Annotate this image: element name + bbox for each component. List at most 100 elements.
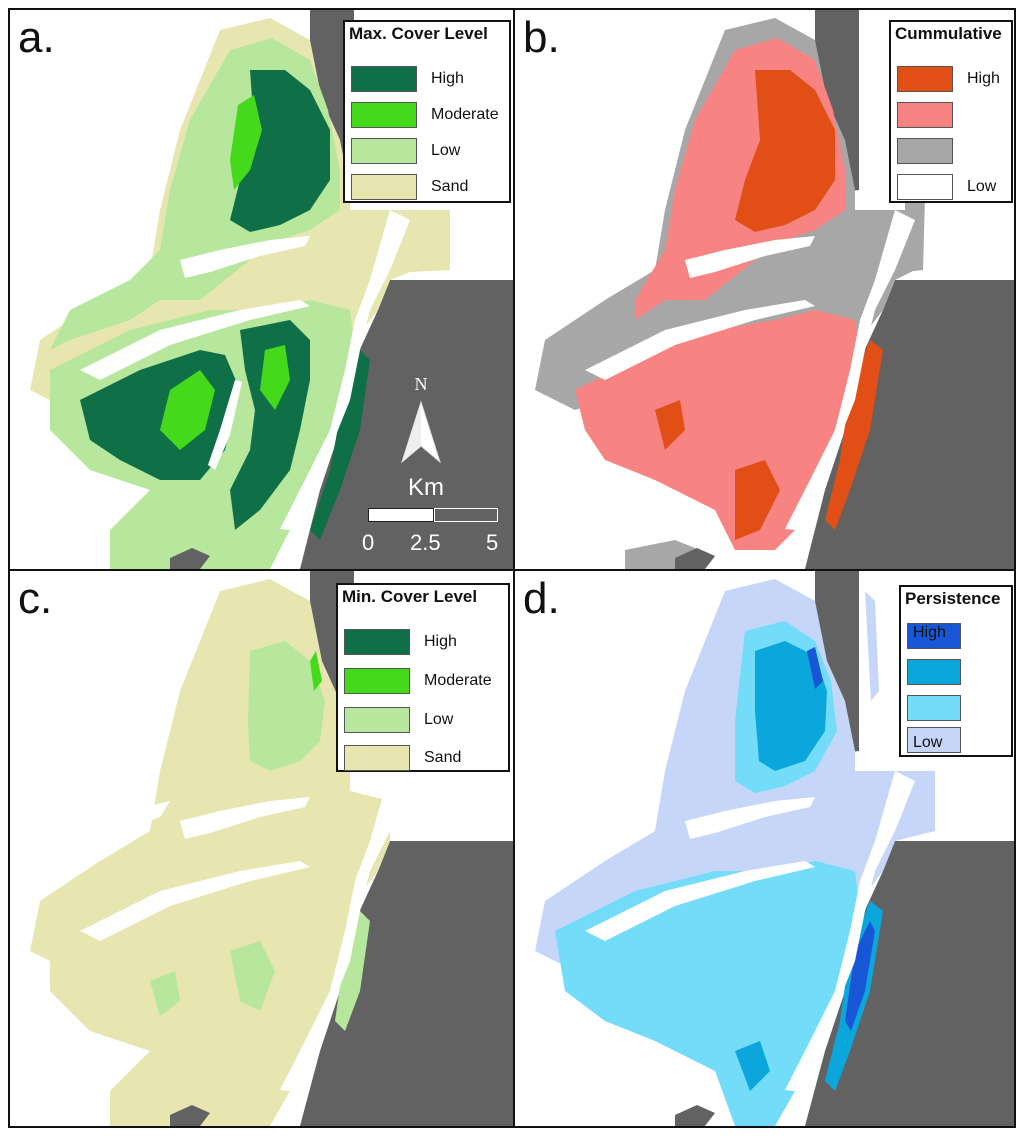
scale-segment-empty [434,508,498,522]
moderate-cover-zone [160,370,215,450]
legend-item: High [345,66,464,92]
legend-item: High [338,629,457,655]
island [675,1105,715,1126]
legend-title: Max. Cover Level [349,24,488,43]
mid-persistence-zone [735,1041,770,1091]
legend-label: Low [424,711,454,728]
channel [685,797,815,839]
island [170,1105,210,1126]
map-d [535,571,1014,1126]
channel [785,771,915,1091]
legend-item [891,138,967,164]
legend: Min. Cover Level High Moderate Low Sand [336,583,510,772]
panel-d-persistence: d. Persistence High Low [515,571,1014,1126]
legend-label: Moderate [431,106,499,123]
legend-label: Sand [431,178,469,195]
scale-bar: Km 0 2.5 5 [360,474,500,555]
channel [785,210,915,530]
high-cover-zone [230,320,310,530]
legend-swatch-low [351,138,417,164]
low-cover-zone [230,941,275,1011]
legend-item: High [901,623,961,649]
legend-item [901,659,975,685]
panel-c-min-cover: c. Min. Cover Level High Moderate Low Sa… [10,571,513,1126]
legend-swatch-mid [907,659,961,685]
legend-item: High [891,66,1000,92]
channel [180,797,310,839]
land-mass [805,841,1014,1126]
legend-item: Low [891,174,996,200]
pink-zone [575,310,860,550]
north-arrow-shade [402,402,421,462]
scale-tick-2-5: 2.5 [410,530,441,555]
channel [80,300,310,380]
moderate-cover-zone [260,345,290,410]
scale-tick-0: 0 [362,530,375,555]
legend: Cummulative High Low [889,20,1013,203]
legend-swatch-moderate [344,668,410,694]
legend-item [891,102,967,128]
channel [208,380,242,470]
legend-item [901,695,975,721]
legend-swatch-moderate [351,102,417,128]
legend-swatch-low [344,707,410,733]
panel-divider-vertical [513,10,515,1126]
high-cover-zone [310,350,370,540]
legend-swatch-high [897,66,953,92]
panel-divider-horizontal [10,569,1014,571]
legend-swatch-low [897,174,953,200]
low-cover-zone [150,971,180,1016]
legend-swatch-high [351,66,417,92]
orange-zone [735,70,835,232]
panel-label: c. [18,574,53,623]
legend-label: Low [431,142,461,159]
legend-item: Low [338,707,453,733]
legend-label: High [431,70,464,87]
legend-label: High [424,633,457,650]
panel-a-max-cover: a. Max. Cover Level High Moderate Low Sa… [10,10,513,569]
legend-item: Sand [345,174,468,200]
figure-frame: a. Max. Cover Level High Moderate Low Sa… [8,8,1016,1128]
low-cover-zone [335,911,370,1031]
orange-zone [655,400,685,450]
channel [280,210,410,530]
high-persistence-zone [807,647,823,689]
legend: Max. Cover Level High Moderate Low Sand [343,20,511,203]
map-c [30,571,513,1126]
legend-swatch-high [907,623,961,649]
legend-title: Min. Cover Level [342,587,478,606]
legend-item: Low [901,727,961,753]
legend-swatch-sand [351,174,417,200]
legend-label: Moderate [424,672,492,689]
land-mass [300,280,513,569]
channel [80,861,310,941]
legend-label: Low [913,734,943,751]
channel [685,236,815,278]
orange-zone [825,340,883,530]
north-arrow: N [401,374,441,464]
legend-swatch-low [907,727,961,753]
legend-title: Persistence [905,589,1001,608]
map-b [535,10,1014,569]
legend-label: High [913,624,946,641]
moderate-cover-zone [230,95,262,190]
legend: Persistence High Low [899,585,1013,757]
legend-swatch-high [344,629,410,655]
legend-item: Moderate [345,102,499,128]
orange-zone [735,460,780,540]
legend-title: Cummulative [895,24,1002,43]
north-label: N [415,374,428,394]
legend-label: Sand [424,749,462,766]
panel-label: d. [523,574,560,623]
channel [280,771,410,1091]
land-mass [300,841,513,1126]
channel [585,300,815,380]
scale-segment-filled [368,508,434,522]
gray-zone [905,196,925,272]
land-mass [805,280,1014,569]
scale-tick-5: 5 [486,530,499,555]
legend-label: High [967,70,1000,87]
moderate-cover-zone [310,651,322,691]
island [170,548,210,569]
legend-label: Low [967,178,997,195]
